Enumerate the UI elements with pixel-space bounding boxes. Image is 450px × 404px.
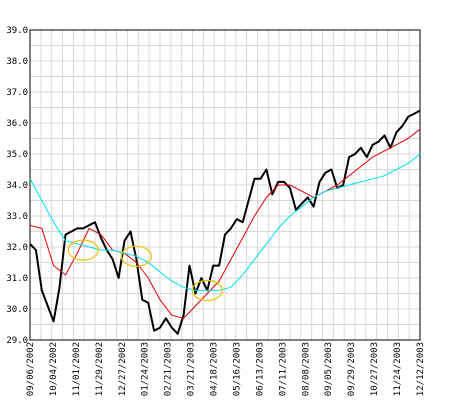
highlight-markers [67, 239, 223, 301]
x-tick-label: 12/12/2003 [416, 342, 426, 396]
y-tick-label: 35.0 [6, 150, 28, 160]
series-line-2 [29, 153, 421, 291]
y-tick-label: 29.0 [6, 336, 28, 346]
x-tick-label: 02/21/2003 [164, 342, 174, 396]
x-tick-label: 09/29/2003 [347, 342, 357, 396]
y-tick-label: 32.0 [6, 243, 28, 253]
x-tick-label: 09/06/2002 [26, 342, 36, 396]
series-lines [29, 109, 421, 335]
y-tick-label: 34.0 [6, 181, 28, 191]
highlight-ellipse [67, 239, 99, 261]
series-line-1 [29, 128, 421, 319]
grid [29, 29, 421, 341]
x-tick-label: 10/27/2003 [370, 342, 380, 396]
highlight-ellipse [120, 245, 152, 267]
x-tick-label: 05/16/2003 [232, 342, 242, 396]
y-tick-label: 33.0 [6, 212, 28, 222]
x-tick-label: 09/05/2003 [324, 342, 334, 396]
y-tick-label: 39.0 [6, 26, 28, 36]
plot-frame [29, 29, 421, 341]
x-tick-label: 03/21/2003 [187, 342, 197, 396]
x-tick-label: 06/13/2003 [255, 342, 265, 396]
y-tick-label: 31.0 [6, 274, 28, 284]
y-tick-label: 37.0 [6, 88, 28, 98]
x-tick-label: 11/29/2002 [95, 342, 105, 396]
x-axis-ticks: 09/06/2002 10/04/2002 11/01/2002 11/29/2002… [26, 342, 426, 396]
y-tick-label: 38.0 [6, 57, 28, 67]
highlight-ellipse [191, 279, 223, 301]
x-tick-label: 10/04/2002 [49, 342, 59, 396]
y-axis-ticks: 29.0 30.0 31.0 32.0 33.0 34.0 35.0 36.0 37.0 38.0… [6, 26, 28, 346]
x-tick-label: 08/08/2003 [301, 342, 311, 396]
y-tick-label: 36.0 [6, 119, 28, 129]
x-tick-label: 04/18/2003 [210, 342, 220, 396]
x-tick-label: 11/01/2002 [72, 342, 82, 396]
x-tick-label: 01/24/2003 [141, 342, 151, 396]
x-tick-label: 11/24/2003 [393, 342, 403, 396]
y-tick-label: 30.0 [6, 305, 28, 315]
x-tick-label: 07/11/2003 [278, 342, 288, 396]
x-tick-label: 12/27/2002 [118, 342, 128, 396]
series-line-0 [29, 109, 421, 335]
